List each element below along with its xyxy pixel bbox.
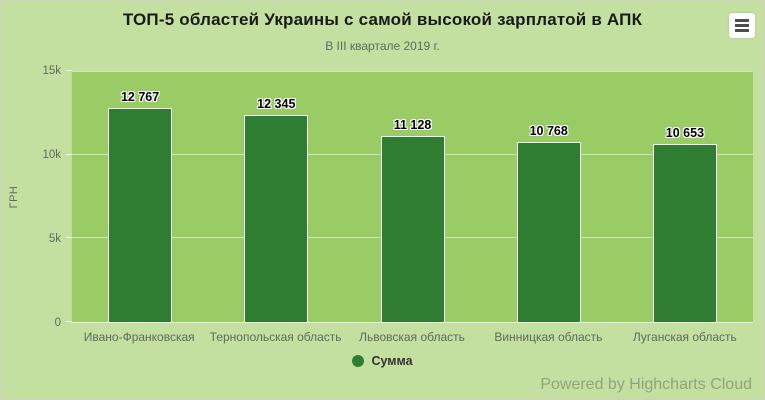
y-axis-tick (66, 153, 72, 155)
bar-column: 12 767 (72, 71, 208, 322)
plot-area: 12 767 12 345 11 128 10 768 10 653 (66, 70, 753, 323)
y-axis-tick (66, 237, 72, 239)
x-axis-label: Винницкая область (494, 330, 603, 344)
bar-column: 10 653 (617, 71, 753, 322)
y-axis-tick (66, 70, 72, 71)
bar-value-label: 12 767 (120, 90, 160, 105)
y-axis-label: 10k (42, 149, 61, 161)
y-axis-title: ГРН (8, 185, 20, 209)
credits-link[interactable]: Powered by Highcharts Cloud (540, 376, 752, 393)
chart-subtitle: В III квартале 2019 г. (325, 39, 440, 53)
x-axis-labels: Ивано-Франковская Тернопольская область Ль… (71, 330, 753, 344)
bar-column: 12 345 (208, 71, 344, 322)
y-axis-label: 15k (42, 65, 61, 77)
bar-column: 11 128 (344, 71, 480, 322)
bar-Сумма-2[interactable]: 12 345 (244, 97, 309, 322)
x-axis-label: Луганская область (632, 330, 737, 344)
gridline (72, 71, 753, 72)
bar-value-label: 10 653 (665, 125, 705, 140)
legend-label: Сумма (371, 354, 413, 368)
bar-Сумма-5[interactable]: 10 653 (652, 126, 717, 322)
x-axis-label: Тернопольская область (209, 330, 342, 344)
y-axis-tick (66, 321, 72, 322)
context-menu-button[interactable] (729, 13, 755, 38)
bar-column: 10 768 (481, 71, 617, 322)
bar-value-label: 10 768 (529, 123, 568, 138)
legend-item[interactable]: Сумма (1, 354, 764, 368)
bar-value-label: 11 128 (393, 117, 432, 132)
legend-marker-icon (352, 355, 365, 367)
y-axis-label: 0 (54, 317, 61, 329)
y-axis-label: 5k (48, 233, 61, 245)
chart-title: ТОП-5 областей Украины с самой высокой з… (122, 10, 643, 29)
hamburger-menu-icon (735, 19, 749, 32)
bar-Сумма-4[interactable]: 10 768 (516, 124, 581, 322)
bar-Сумма-1[interactable]: 12 767 (108, 90, 173, 322)
bar-columns: 12 767 12 345 11 128 10 768 10 653 (72, 71, 753, 322)
bar-value-label: 12 345 (257, 97, 296, 112)
x-axis-label: Ивано-Франковская (83, 330, 195, 344)
bar-Сумма-3[interactable]: 11 128 (380, 118, 445, 322)
x-axis-label: Львовская область (359, 330, 465, 344)
